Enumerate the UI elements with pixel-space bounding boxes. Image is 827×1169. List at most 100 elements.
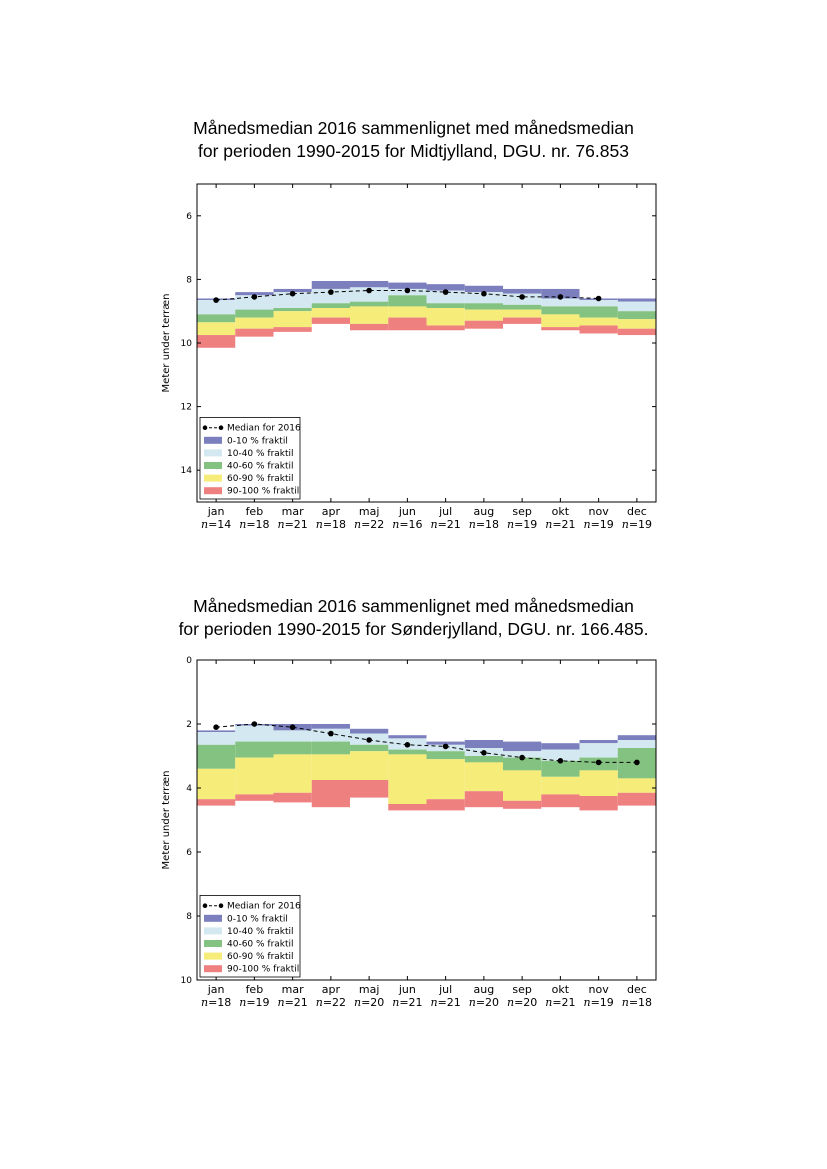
bar-aug-band-2	[464, 756, 503, 763]
legend-label-0: 0-10 % fraktil	[227, 436, 288, 446]
legend-median-marker	[202, 903, 208, 908]
chart-title-line1: Månedsmedian 2016 sammenlignet med måned…	[193, 596, 634, 616]
bar-apr-band-3	[311, 308, 350, 318]
n-label-jan: n=14	[201, 518, 231, 531]
bar-jun-band-2	[388, 749, 427, 755]
median-point-jun	[404, 742, 411, 748]
x-tick-label-feb: feb	[246, 983, 264, 996]
n-label-apr: n=22	[316, 996, 346, 1009]
bar-okt-band-3	[541, 314, 580, 328]
median-point-mar	[289, 290, 296, 297]
bar-nov-band-4	[579, 325, 618, 334]
y-tick-label: 6	[186, 212, 192, 222]
legend-swatch-4	[204, 487, 222, 495]
bar-apr-band-4	[311, 780, 350, 808]
chart-title-line2: for perioden 1990-2015 for Midtjylland, …	[198, 141, 629, 161]
bar-sep-band-0	[503, 288, 542, 294]
legend-box	[199, 416, 301, 500]
n-label-sep: n=20	[507, 996, 537, 1009]
x-tick-label-nov: nov	[589, 505, 610, 518]
legend-box	[199, 894, 301, 978]
y-tick-label: 6	[186, 848, 192, 858]
bar-sep-band-4	[503, 317, 542, 324]
bar-jul-band-2	[426, 303, 465, 309]
legend-label-4: 90-100 % fraktil	[227, 487, 299, 497]
legend-swatch-0	[204, 436, 222, 444]
bar-feb-band-3	[235, 757, 274, 795]
x-tick-label-okt: okt	[552, 983, 570, 996]
bar-maj-band-3	[350, 751, 389, 780]
x-tick-label-mar: mar	[282, 505, 304, 518]
bands	[197, 724, 656, 811]
bar-okt-band-4	[541, 327, 580, 331]
bar-dec-band-2	[617, 311, 656, 320]
legend-label-2: 40-60 % fraktil	[227, 940, 294, 950]
bar-mar-band-3	[273, 754, 312, 793]
chart-plot-sonderjylland: 0246810jann=18febn=19marn=21aprn=22majn=…	[161, 656, 657, 1009]
bar-aug-band-0	[464, 285, 503, 293]
bar-dec-band-4	[617, 792, 656, 806]
y-tick-label: 8	[186, 912, 192, 922]
bar-aug-band-2	[464, 303, 503, 310]
legend-swatch-3	[204, 952, 222, 960]
bar-sep-band-2	[503, 304, 542, 310]
bar-nov-band-0	[579, 740, 618, 744]
median-point-jul	[442, 743, 449, 750]
n-label-maj: n=22	[354, 518, 384, 531]
bar-jul-band-0	[426, 741, 465, 745]
median-point-sep	[519, 754, 525, 761]
bar-okt-band-3	[541, 776, 580, 795]
n-label-sep: n=19	[507, 518, 537, 531]
bar-maj-band-2	[350, 744, 389, 752]
bar-jul-band-3	[426, 759, 465, 800]
legend: Median for 2016 0-10 % fraktil 10-40 % fra…	[199, 894, 301, 978]
y-tick-label: 0	[186, 656, 192, 666]
legend-swatch-3	[204, 474, 222, 482]
legend-swatch-1	[204, 449, 222, 457]
median-point-aug	[481, 290, 487, 297]
bar-feb-band-2	[235, 309, 274, 318]
chart-title-line2: for perioden 1990-2015 for Sønderjylland…	[178, 619, 649, 639]
legend-swatch-1	[204, 927, 222, 935]
n-label-feb: n=18	[239, 518, 269, 531]
bar-mar-band-3	[273, 311, 312, 328]
bar-jun-band-0	[388, 735, 427, 739]
x-tick-label-dec: dec	[627, 505, 647, 518]
n-label-jun: n=21	[392, 996, 422, 1009]
bar-feb-band-1	[235, 295, 274, 310]
n-label-nov: n=19	[583, 518, 613, 531]
bar-mar-band-4	[273, 327, 312, 332]
bar-jun-band-0	[388, 282, 427, 289]
bar-jan-band-1	[197, 732, 236, 745]
bar-dec-band-3	[617, 319, 656, 329]
bar-dec-band-0	[617, 298, 656, 302]
bar-sep-band-3	[503, 309, 542, 318]
n-label-apr: n=18	[316, 518, 346, 531]
legend-label-0: 0-10 % fraktil	[227, 914, 288, 924]
bar-jul-band-2	[426, 751, 465, 760]
bar-mar-band-2	[273, 741, 312, 755]
n-label-feb: n=19	[239, 996, 269, 1009]
y-tick-label: 10	[181, 976, 193, 986]
chart-title-line1: Månedsmedian 2016 sammenlignet med måned…	[193, 118, 634, 138]
x-tick-label-jan: jan	[207, 505, 225, 518]
median-point-nov	[595, 295, 602, 302]
bar-okt-band-0	[541, 288, 580, 299]
x-tick-label-jul: jul	[438, 505, 452, 518]
median-point-jul	[442, 289, 449, 295]
n-label-dec: n=18	[622, 996, 652, 1009]
bar-mar-band-0	[273, 288, 312, 293]
bar-apr-band-3	[311, 754, 350, 780]
legend-swatch-2	[204, 940, 222, 947]
legend-label-4: 90-100 % fraktil	[227, 965, 299, 975]
bar-jan-band-3	[197, 768, 236, 800]
y-tick-label: 14	[181, 466, 193, 476]
legend-swatch-2	[204, 462, 222, 469]
median-point-sep	[519, 294, 525, 300]
bar-jan-band-3	[197, 322, 236, 336]
legend: Median for 2016 0-10 % fraktil 10-40 % fra…	[199, 416, 301, 500]
n-label-jan: n=18	[201, 996, 231, 1009]
chart-plot-midtjylland: 68101214jann=14febn=18marn=21aprn=18majn…	[161, 183, 657, 531]
n-label-maj: n=20	[354, 996, 384, 1009]
y-tick-label: 10	[181, 339, 193, 349]
